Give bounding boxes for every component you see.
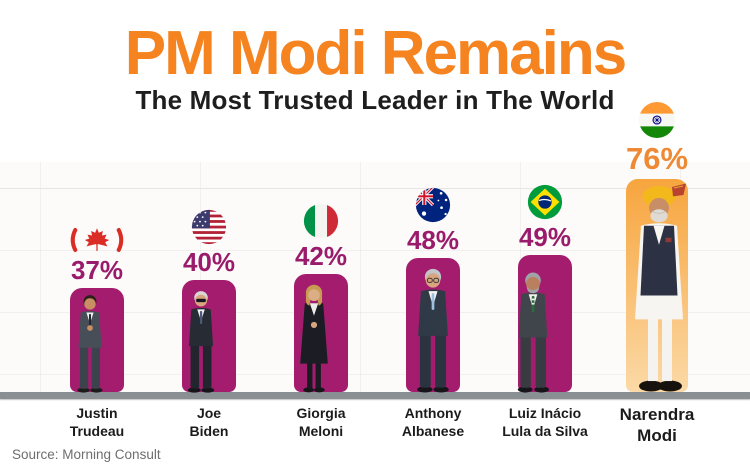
usa-flag-icon	[191, 209, 227, 245]
leader-stack: 37%	[41, 227, 153, 392]
approval-percentage: 76%	[625, 141, 689, 176]
leader-column-meloni: 42% Giorgia Meloni	[265, 0, 377, 472]
leader-column-lula: 49% Luiz Inácio Lula da Silva	[489, 0, 601, 472]
header: PM Modi Remains The Most Trusted Leader …	[0, 22, 750, 116]
australia-flag-icon	[414, 187, 452, 223]
page-subtitle: The Most Trusted Leader in The World	[135, 85, 615, 116]
leader-name: Narendra Modi	[619, 405, 695, 446]
approval-percentage: 48%	[406, 225, 460, 255]
leader-name: Justin Trudeau	[69, 405, 125, 440]
italy-flag-icon	[303, 203, 339, 239]
leader-figure-lula-da-silva	[507, 263, 559, 393]
leader-column-modi: 76% Narendra Modi	[595, 0, 719, 472]
source-text: Source: Morning Consult	[12, 447, 161, 462]
leader-column-albanese: 48% Anthony Albanese	[377, 0, 489, 472]
brazil-flag-icon	[526, 184, 564, 220]
leader-column-trudeau: 37% Justin Trudeau	[41, 0, 153, 472]
leader-name: Joe Biden	[189, 405, 229, 440]
leader-name: Giorgia Meloni	[296, 405, 346, 440]
leader-figure-giorgia-meloni	[291, 277, 337, 393]
leader-column-biden: 40% Joe Biden	[153, 0, 265, 472]
approval-percentage: 42%	[294, 241, 348, 271]
leader-figure-anthony-albanese	[406, 259, 460, 393]
wall-grid-line	[0, 188, 750, 189]
india-flag-icon	[637, 101, 677, 139]
floor-line	[0, 392, 750, 399]
leader-figure-joe-biden	[179, 283, 224, 393]
leader-figure-justin-trudeau	[69, 287, 112, 393]
approval-percentage: 37%	[70, 255, 124, 285]
approval-percentage: 49%	[518, 222, 572, 252]
leader-name: Anthony Albanese	[401, 405, 465, 440]
leader-figure-narendra-modi	[613, 182, 705, 393]
approval-percentage: 40%	[182, 247, 236, 277]
leader-name: Luiz Inácio Lula da Silva	[502, 405, 588, 440]
canada-flag-icon	[68, 227, 126, 253]
page-title: PM Modi Remains	[124, 19, 628, 88]
wall-grid	[0, 162, 750, 392]
